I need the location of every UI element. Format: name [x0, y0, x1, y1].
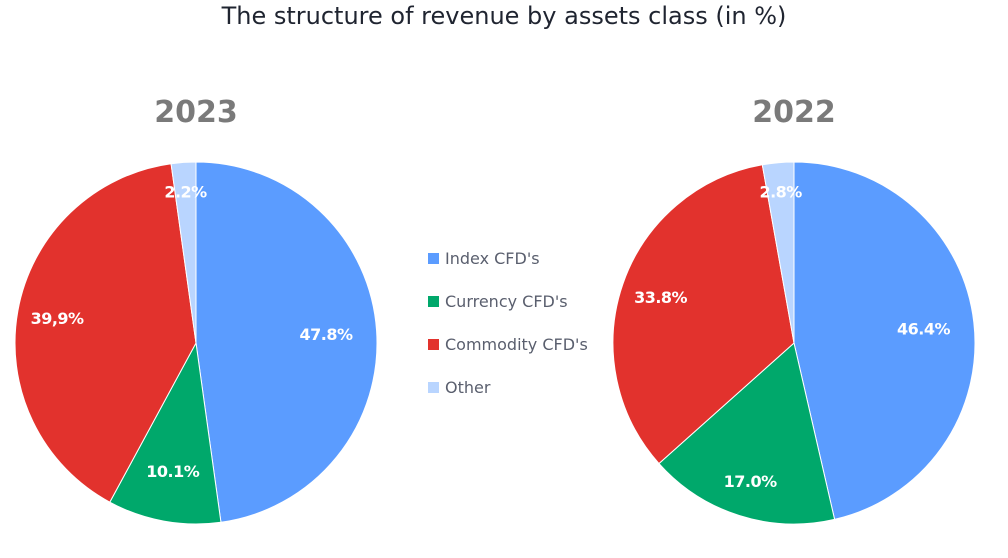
pie-slice-other-2022 — [761, 161, 795, 344]
legend-label-index: Index CFD's — [445, 248, 540, 268]
pie-slice-index-2022 — [793, 161, 976, 520]
slice-value-other-2022: 2.8% — [759, 183, 802, 202]
pie-title-2022: 2022 — [752, 95, 836, 130]
pie-slice-currency-2023 — [109, 341, 222, 525]
chart-title: The structure of revenue by assets class… — [221, 2, 787, 30]
legend-swatch-other — [428, 381, 439, 393]
slice-value-index-2022: 46.4% — [897, 319, 950, 338]
legend-label-currency: Currency CFD's — [445, 291, 568, 311]
slice-value-commodity-2022: 33.8% — [634, 288, 687, 307]
pie-chart-2023: 2023 47.8% 10.1% 39,9% 2.2% — [14, 95, 378, 525]
slice-value-index-2023: 47.8% — [300, 325, 353, 344]
legend-swatch-commodity — [428, 338, 439, 350]
slice-value-commodity-2023: 39,9% — [31, 309, 84, 328]
slice-value-currency-2023: 10.1% — [146, 462, 199, 481]
pie-slice-currency-2022 — [658, 342, 836, 525]
legend-swatch-index — [428, 252, 439, 264]
slice-value-other-2023: 2.2% — [164, 182, 207, 201]
legend-item-other: Other — [428, 376, 588, 398]
pie-title-2023: 2023 — [154, 95, 238, 130]
pie-slice-commodity-2022 — [612, 164, 795, 465]
slice-value-currency-2022: 17.0% — [724, 472, 777, 491]
legend: Index CFD's Currency CFD's Commodity CFD… — [428, 247, 588, 419]
pie-slice-index-2023 — [195, 161, 378, 523]
legend-item-commodity: Commodity CFD's — [428, 333, 588, 355]
legend-swatch-currency — [428, 295, 439, 307]
pie-slice-other-2023 — [170, 161, 197, 344]
legend-item-currency: Currency CFD's — [428, 290, 588, 312]
legend-label-commodity: Commodity CFD's — [445, 334, 588, 354]
pie-slice-commodity-2023 — [14, 163, 197, 503]
legend-label-other: Other — [445, 377, 491, 397]
legend-item-index: Index CFD's — [428, 247, 588, 269]
pie-chart-2022: 2022 46.4% 17.0% 33.8% 2.8% — [612, 95, 976, 525]
